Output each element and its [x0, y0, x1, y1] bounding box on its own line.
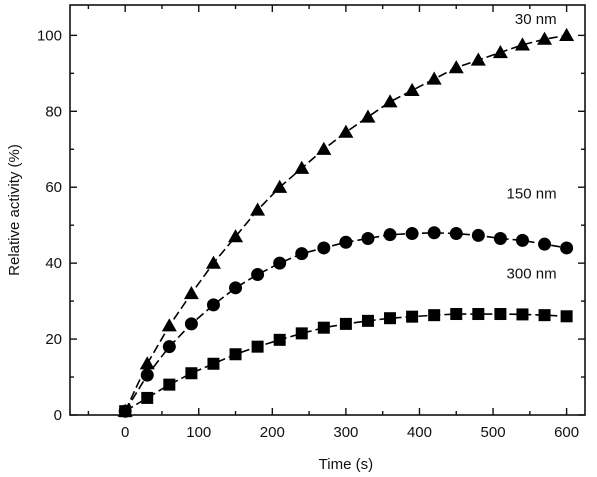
data-point-triangle [250, 202, 266, 216]
data-point-circle [206, 298, 220, 312]
data-point-square [538, 309, 551, 322]
y-tick-label: 100 [37, 27, 62, 44]
data-point-circle [405, 227, 419, 241]
data-point-square [406, 310, 419, 323]
data-point-circle [560, 241, 574, 255]
data-point-triangle [161, 318, 177, 332]
data-point-square [251, 340, 264, 353]
x-tick-label: 400 [407, 424, 432, 441]
data-point-square [560, 310, 573, 323]
data-point-circle [493, 231, 507, 245]
y-tick-label: 0 [54, 407, 62, 424]
data-point-triangle [537, 31, 553, 45]
data-point-square [207, 357, 220, 370]
data-point-circle [361, 231, 375, 245]
data-point-square [450, 308, 463, 321]
series-circle [118, 226, 574, 418]
series-line [124, 34, 567, 412]
data-point-circle [538, 237, 552, 251]
data-point-circle [317, 241, 331, 255]
data-point-square [119, 405, 132, 418]
data-point-square [516, 308, 529, 321]
plot-frame [69, 4, 586, 416]
y-axis-title: Relative activity (%) [6, 144, 23, 276]
data-point-triangle [404, 82, 420, 97]
data-point-triangle [316, 141, 332, 155]
data-point-circle [339, 235, 353, 249]
data-point-triangle [426, 71, 442, 85]
data-point-circle [251, 268, 265, 282]
y-tick-label: 20 [45, 331, 62, 348]
data-point-square [317, 321, 330, 334]
data-point-triangle [492, 44, 508, 59]
y-tick-label: 60 [45, 179, 62, 196]
x-tick-label: 100 [186, 424, 211, 441]
data-point-square [494, 308, 507, 321]
data-point-square [163, 378, 176, 391]
y-tick-label: 40 [45, 255, 62, 272]
data-point-circle [295, 247, 309, 261]
data-point-triangle [470, 52, 486, 66]
labels-layer: 30 nm 150 nm 300 nm [507, 11, 557, 282]
data-point-square [428, 309, 441, 322]
data-point-circle [515, 233, 529, 247]
data-point-triangle [272, 179, 288, 193]
y-tick-label: 80 [45, 103, 62, 120]
data-point-circle [471, 228, 485, 242]
data-point-circle [229, 281, 243, 295]
data-point-square [339, 317, 352, 330]
data-point-triangle [183, 286, 199, 300]
data-point-triangle [514, 37, 530, 51]
data-point-circle [140, 368, 154, 382]
data-point-square [141, 391, 154, 404]
data-point-triangle [228, 229, 244, 243]
series-label: 150 nm [507, 186, 557, 203]
data-point-triangle [294, 160, 310, 174]
x-tick-label: 500 [481, 424, 506, 441]
data-point-circle [449, 227, 463, 241]
data-point-square [472, 308, 485, 321]
data-point-circle [427, 226, 441, 240]
data-point-square [361, 314, 374, 327]
data-point-square [295, 327, 308, 340]
data-point-circle [162, 340, 176, 354]
x-tick-label: 200 [260, 424, 285, 441]
data-point-square [384, 312, 397, 325]
series-label: 30 nm [515, 11, 557, 28]
axes: 0 100 200 300 400 500 600 0 20 40 60 80 100 Time (s) R… [6, 4, 586, 473]
x-tick-label: 300 [333, 424, 358, 441]
series-square [119, 308, 573, 418]
x-tick-label: 0 [121, 424, 129, 441]
x-axis-title: Time (s) [319, 456, 373, 473]
data-point-triangle [205, 255, 221, 269]
data-point-triangle [448, 60, 464, 74]
series-layer [117, 27, 575, 418]
data-point-circle [273, 256, 287, 270]
data-point-square [273, 333, 286, 346]
data-point-triangle [139, 356, 155, 370]
series-label: 300 nm [507, 265, 557, 282]
x-tick-label: 600 [554, 424, 579, 441]
data-point-circle [184, 317, 198, 331]
data-point-square [185, 367, 198, 380]
data-point-triangle [382, 94, 398, 108]
data-point-triangle [559, 27, 575, 41]
data-point-square [229, 348, 242, 361]
data-point-circle [383, 228, 397, 242]
data-point-triangle [360, 109, 376, 123]
series-triangle [117, 27, 575, 417]
data-point-triangle [338, 124, 354, 138]
